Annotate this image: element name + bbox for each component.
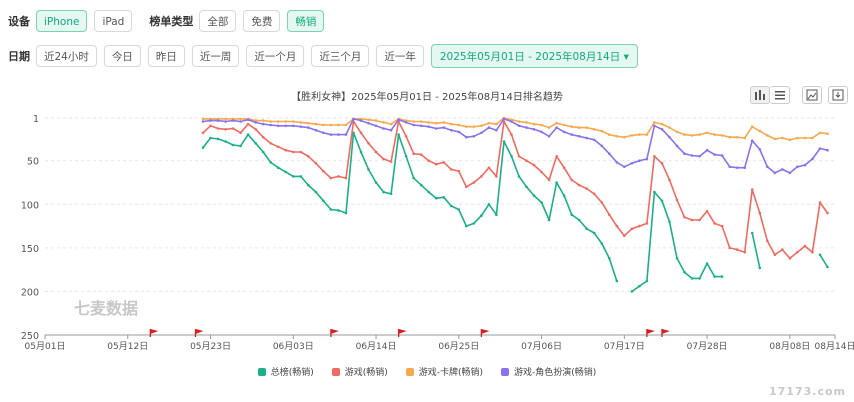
- list-type-chip-free[interactable]: 免费: [243, 10, 281, 32]
- chart-toolbar: [750, 86, 848, 104]
- legend-label: 总榜(畅销): [270, 368, 314, 378]
- date-range-picker[interactable]: 2025年05月01日 - 2025年08月14日 ▾: [430, 44, 638, 68]
- chart-grid: [45, 117, 835, 336]
- date-label: 日期: [8, 50, 30, 63]
- device-label: 设备: [8, 15, 30, 28]
- legend-item[interactable]: 游戏(畅销): [331, 365, 388, 378]
- device-chip-ipad[interactable]: iPad: [94, 10, 133, 32]
- list-type-label: 榜单类型: [149, 15, 194, 28]
- y-tick-label: 100: [21, 200, 39, 211]
- chart-legend: 总榜(畅销) 游戏(畅销) 游戏-卡牌(畅销) 游戏-角色扮演(畅销): [0, 365, 854, 378]
- site-watermark: 17173.com: [769, 385, 846, 398]
- download-icon[interactable]: [828, 86, 848, 104]
- legend-item[interactable]: 游戏-卡牌(畅销): [405, 365, 484, 378]
- legend-item[interactable]: 总榜(畅销): [257, 365, 314, 378]
- list-type-chip-grossing[interactable]: 畅销: [287, 10, 325, 32]
- list-type-chip-all[interactable]: 全部: [199, 10, 237, 32]
- series-2: [201, 116, 829, 142]
- date-chip-24h[interactable]: 近24小时: [36, 45, 97, 67]
- event-flag-icon: [480, 329, 490, 337]
- x-tick-label: 06月14日: [356, 341, 397, 352]
- device-chip-iphone[interactable]: iPhone: [36, 10, 88, 32]
- legend-swatch: [331, 367, 340, 376]
- date-chip-week[interactable]: 近一周: [191, 45, 240, 67]
- series-line: [202, 118, 828, 174]
- filter-row-device: 设备 iPhone iPad 榜单类型 全部 免费 畅销: [0, 10, 331, 32]
- legend-label: 游戏-卡牌(畅销): [418, 368, 484, 378]
- legend-swatch: [405, 367, 414, 376]
- legend-label: 游戏(畅销): [344, 368, 388, 378]
- legend-item[interactable]: 游戏-角色扮演(畅销): [501, 365, 596, 378]
- series-line: [203, 117, 828, 141]
- event-flag-icon: [149, 329, 159, 337]
- date-chip-yesterday[interactable]: 昨日: [147, 45, 185, 67]
- series-line: [819, 254, 829, 268]
- x-tick-label: 05月23日: [190, 341, 231, 352]
- legend-label: 游戏-角色扮演(畅销): [514, 368, 597, 378]
- x-tick-label: 08月08日: [769, 341, 810, 352]
- y-tick-label: 50: [27, 157, 39, 168]
- event-flag-icon: [646, 329, 655, 337]
- y-tick-label: 1: [33, 114, 39, 125]
- list-icon[interactable]: [770, 86, 790, 104]
- date-chip-year[interactable]: 近一年: [376, 45, 424, 67]
- event-flag-icon: [194, 329, 204, 337]
- x-tick-label: 07月06日: [521, 341, 562, 352]
- y-tick-label: 250: [21, 331, 39, 342]
- event-flags: [149, 329, 670, 337]
- series-3: [201, 117, 829, 175]
- legend-swatch: [501, 367, 510, 376]
- x-tick-label: 05月12日: [107, 341, 148, 352]
- x-tick-label: 07月17日: [604, 341, 645, 352]
- event-flag-icon: [330, 329, 339, 337]
- series-1: [201, 120, 829, 260]
- x-tick-label: 06月25日: [438, 341, 479, 352]
- x-axis: 05月01日 05月12日 05月23日 06月03日 06月14日 06月25日 07月0…: [25, 335, 854, 352]
- date-chip-month[interactable]: 近一个月: [246, 45, 305, 67]
- event-flag-icon: [397, 329, 407, 337]
- bar-line-toggle-icon[interactable]: [750, 86, 770, 104]
- x-tick-label: 06月03日: [273, 341, 314, 352]
- chart-series: [201, 116, 829, 293]
- x-tick-label: 05月01日: [25, 341, 66, 352]
- y-tick-label: 200: [21, 287, 39, 298]
- event-flag-icon: [661, 329, 670, 337]
- date-chip-today[interactable]: 今日: [103, 45, 141, 67]
- x-tick-label: 08月14日: [815, 341, 854, 352]
- series-line: [202, 120, 829, 260]
- legend-swatch: [257, 367, 266, 376]
- x-tick-label: 07月28日: [687, 341, 728, 352]
- y-tick-label: 150: [21, 244, 39, 255]
- date-chip-3months[interactable]: 近三个月: [311, 45, 370, 67]
- chart-title: 【胜利女神】2025年05月01日 - 2025年08月14日排名趋势: [291, 92, 563, 103]
- chart-watermark: 七麦数据: [74, 299, 138, 318]
- series-line: [751, 232, 761, 269]
- series-0: [201, 131, 829, 293]
- filter-row-date: 日期 近24小时 今日 昨日 近一周 近一个月 近三个月 近一年 2025年05…: [0, 44, 638, 68]
- image-export-icon[interactable]: [802, 86, 822, 104]
- series-line: [631, 191, 723, 293]
- series-line: [202, 132, 618, 282]
